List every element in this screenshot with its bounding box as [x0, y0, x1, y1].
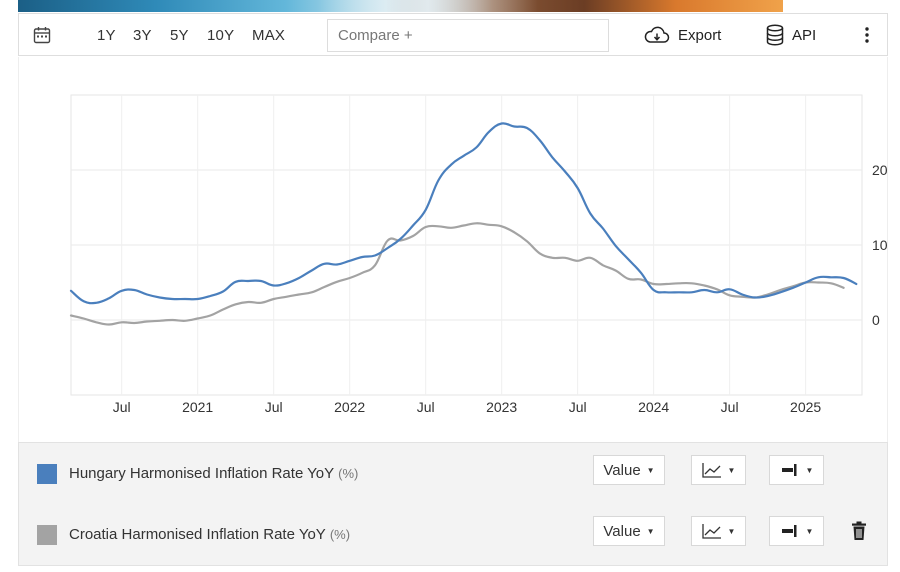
calendar-icon[interactable] [33, 26, 51, 44]
api-button[interactable]: API [766, 23, 816, 47]
y-tick-label: 10 [872, 237, 888, 253]
x-tick-label: 2024 [638, 399, 669, 415]
chart-area: 0 10 20 Jul 2021 Jul 2022 Jul 2023 Jul 2024 Jul 2025 [18, 57, 888, 442]
legend-row-hungary: Hungary Harmonised Inflation Rate YoY (%)… [19, 449, 887, 499]
chart-type-dropdown[interactable]: ▼ [691, 455, 746, 485]
axis-position-dropdown[interactable]: ▼ [769, 455, 824, 485]
more-vertical-icon[interactable] [864, 26, 870, 44]
compare-input[interactable]: Compare + [327, 19, 609, 52]
range-5y-button[interactable]: 5Y [170, 27, 189, 44]
x-tick-label: Jul [721, 399, 739, 415]
x-tick-label: 2025 [790, 399, 821, 415]
x-tick-label: 2021 [182, 399, 213, 415]
promo-banner [18, 0, 783, 12]
value-dropdown[interactable]: Value ▼ [593, 455, 665, 485]
range-10y-button[interactable]: 10Y [207, 27, 235, 44]
api-label: API [792, 26, 817, 44]
range-max-button[interactable]: MAX [252, 27, 286, 44]
range-3y-button[interactable]: 3Y [133, 27, 152, 44]
series-name: Croatia Harmonised Inflation Rate YoY (%) [69, 526, 351, 543]
range-1y-button[interactable]: 1Y [97, 27, 116, 44]
line-chart-icon [701, 524, 721, 539]
value-dropdown[interactable]: Value ▼ [593, 516, 665, 546]
export-label: Export [678, 26, 722, 44]
x-tick-label: Jul [417, 399, 435, 415]
chart-toolbar: 1Y 3Y 5Y 10Y MAX Compare + Export API [18, 13, 888, 56]
bar-position-icon [781, 464, 797, 476]
database-icon [766, 24, 784, 46]
x-tick-label: Jul [569, 399, 587, 415]
trash-icon[interactable] [851, 521, 867, 541]
bar-position-icon [781, 525, 797, 537]
line-chart[interactable]: 0 10 20 Jul 2021 Jul 2022 Jul 2023 Jul 2024 Jul 2025 [19, 57, 889, 442]
legend-panel: Hungary Harmonised Inflation Rate YoY (%)… [18, 442, 888, 566]
y-tick-label: 0 [872, 312, 880, 328]
chart-type-dropdown[interactable]: ▼ [691, 516, 746, 546]
x-tick-label: Jul [265, 399, 283, 415]
series-name: Hungary Harmonised Inflation Rate YoY (%) [69, 465, 359, 482]
cloud-download-icon [644, 26, 670, 43]
export-button[interactable]: Export [644, 23, 721, 47]
series-line-hungary [69, 122, 858, 305]
series-color-swatch[interactable] [37, 525, 57, 545]
axis-position-dropdown[interactable]: ▼ [769, 516, 824, 546]
x-tick-label: 2023 [486, 399, 517, 415]
line-chart-icon [701, 463, 721, 478]
legend-row-croatia: Croatia Harmonised Inflation Rate YoY (%)… [19, 510, 887, 560]
series-line-croatia [69, 222, 845, 326]
x-tick-label: Jul [113, 399, 131, 415]
x-tick-label: 2022 [334, 399, 365, 415]
series-color-swatch[interactable] [37, 464, 57, 484]
y-tick-label: 20 [872, 162, 888, 178]
